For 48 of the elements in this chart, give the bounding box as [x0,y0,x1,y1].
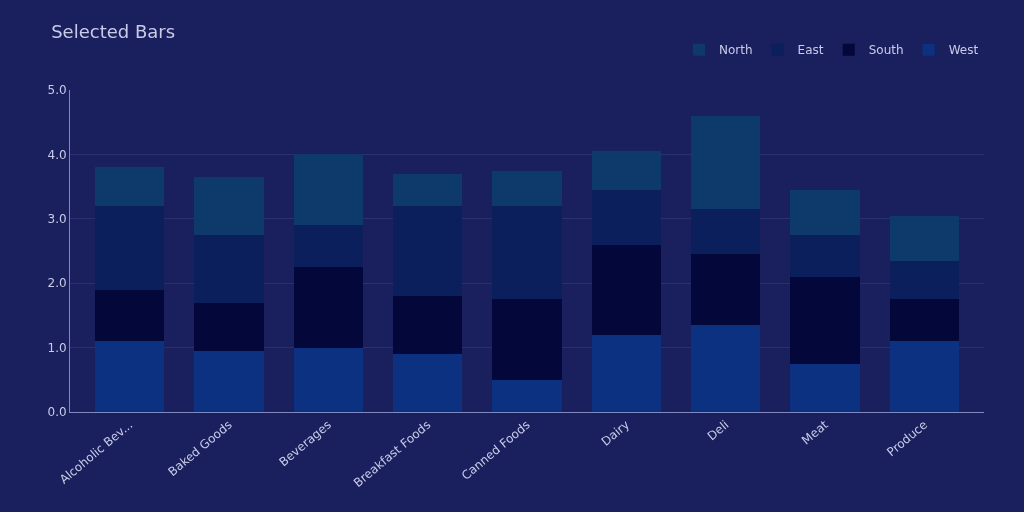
bar [194,302,264,351]
bar [790,234,860,277]
bar [293,154,364,226]
bar [790,276,860,364]
bar [591,151,662,190]
y-tick-label: 3.0 [47,212,67,226]
bar [790,363,860,412]
bar [94,341,165,412]
bar [194,350,264,412]
bar [889,341,960,412]
bar [690,325,761,412]
legend-label: West [948,43,979,58]
legend-label: East [797,43,824,58]
bar [94,205,165,290]
bar [194,234,264,303]
x-tick-label: Deli [704,417,732,444]
y-tick-label: 5.0 [47,83,67,98]
bar [690,254,761,326]
bar [889,299,960,342]
bar [293,347,364,412]
y-tick-label: 1.0 [47,340,67,355]
bar [293,225,364,268]
bar [293,267,364,348]
bar [591,189,662,245]
bar [392,173,463,206]
bar [392,296,463,355]
bar [889,260,960,300]
bar [194,176,264,235]
legend-label: North [719,43,753,58]
bar [392,205,463,297]
bar [591,244,662,335]
bar [492,170,562,206]
bar [94,289,165,342]
bar [392,354,463,412]
bar [889,215,960,261]
bar [492,299,562,380]
bar [591,334,662,412]
chart-title: Selected Bars [51,21,176,43]
y-tick-label: 4.0 [47,147,67,162]
y-tick-label: 0.0 [47,405,67,420]
legend-label: South [868,43,904,58]
bar [94,167,165,206]
bar [492,379,562,412]
y-tick-label: 2.0 [47,276,67,291]
bar [690,115,761,210]
bar [492,205,562,300]
bar [790,189,860,235]
bar [690,209,761,255]
